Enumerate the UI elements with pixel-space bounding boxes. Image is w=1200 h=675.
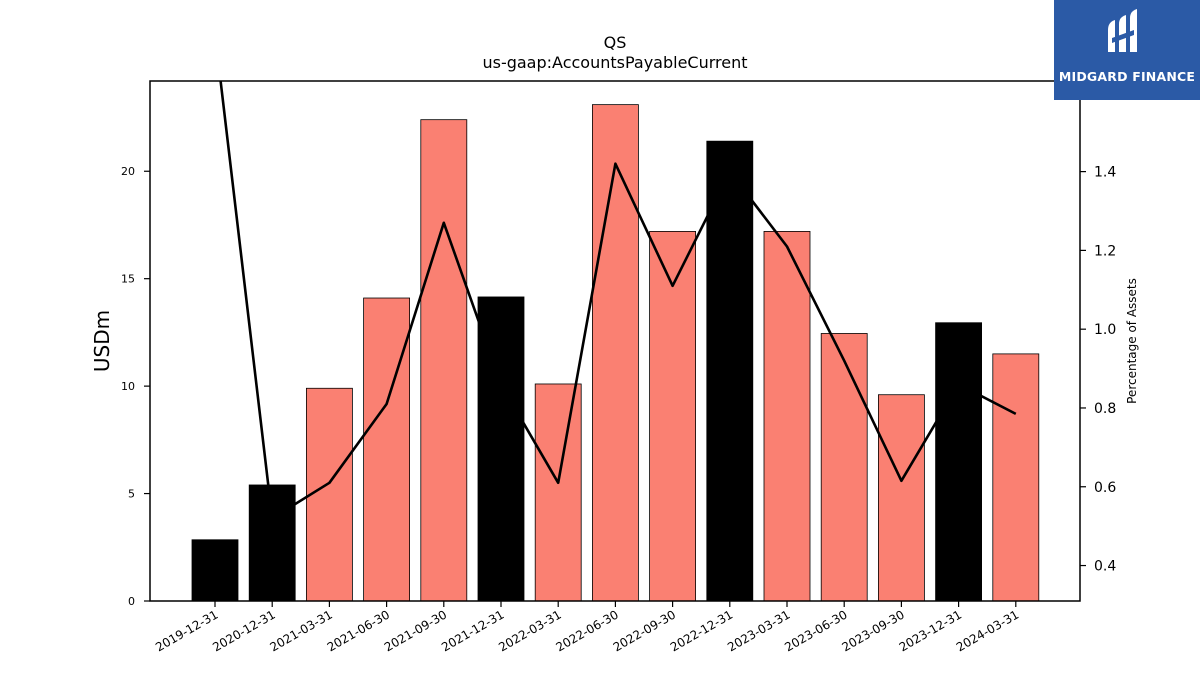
line-layer [219, 80, 1017, 520]
x-tick-label: 2023-03-31 [725, 607, 792, 654]
chart-title: QS [604, 33, 627, 52]
bar-2021-06-30 [363, 297, 411, 602]
y-tick-label: 20 [121, 165, 135, 178]
x-tick-label: 2024-03-31 [954, 607, 1021, 654]
bar-2022-03-31 [534, 383, 582, 602]
bar-2020-12-31 [248, 484, 296, 602]
brand-logo: MIDGARD FINANCE [1054, 0, 1200, 100]
x-tick-label: 2022-12-31 [668, 607, 735, 654]
y2-tick-label: 0.4 [1094, 559, 1116, 575]
x-tick-label: 2022-09-30 [611, 607, 678, 654]
y2-tick-label: 1.0 [1094, 322, 1116, 338]
x-axis: 2019-12-312020-12-312021-03-312021-06-30… [153, 601, 1021, 654]
y2-tick-label: 0.6 [1094, 480, 1116, 496]
bar-2021-09-30 [420, 119, 468, 602]
bar-2023-09-30 [878, 394, 925, 602]
y2-axis-label: Percentage of Assets [1125, 278, 1139, 404]
bar-2022-06-30 [592, 104, 639, 602]
midgard-logo-icon [1108, 9, 1137, 52]
y-tick-label: 10 [121, 380, 135, 393]
x-tick-label: 2021-12-31 [439, 607, 506, 654]
x-tick-label: 2019-12-31 [153, 607, 220, 654]
bar-2019-12-31 [191, 539, 239, 602]
chart-subtitle: us-gaap:AccountsPayableCurrent [482, 53, 747, 72]
bar-2021-12-31 [477, 296, 525, 602]
y2-tick-label: 1.2 [1094, 243, 1116, 259]
bar-2023-06-30 [820, 333, 868, 602]
y-tick-label: 0 [128, 595, 135, 608]
y-tick-label: 5 [128, 488, 135, 501]
x-tick-label: 2023-09-30 [839, 607, 906, 654]
bar-2021-03-31 [305, 387, 353, 602]
y2-axis: 0.40.60.81.01.21.41.6 [1080, 86, 1116, 575]
x-tick-label: 2022-03-31 [496, 607, 563, 654]
logo-text: MIDGARD FINANCE [1058, 69, 1196, 84]
bar-2022-12-31 [706, 140, 754, 602]
y-tick-label: 15 [121, 273, 135, 286]
bars-layer [191, 104, 1040, 602]
x-tick-label: 2021-03-31 [267, 607, 334, 654]
x-tick-label: 2023-06-30 [782, 607, 849, 654]
x-tick-label: 2022-06-30 [553, 607, 620, 654]
bar-2024-03-31 [992, 353, 1040, 602]
x-tick-label: 2021-06-30 [325, 607, 392, 654]
y2-tick-label: 0.8 [1094, 401, 1116, 417]
y-axis: 0 5 10 15 20 [121, 165, 150, 608]
y-axis-label: USDm [90, 310, 114, 372]
x-tick-label: 2021-09-30 [382, 607, 449, 654]
bar-2023-12-31 [935, 322, 982, 602]
bar-2022-09-30 [649, 231, 696, 602]
percentage-of-assets-line [219, 80, 1017, 520]
x-tick-label: 2020-12-31 [210, 607, 277, 654]
y2-tick-label: 1.4 [1094, 165, 1116, 181]
x-tick-label: 2023-12-31 [897, 607, 964, 654]
bar-2023-03-31 [763, 231, 811, 602]
